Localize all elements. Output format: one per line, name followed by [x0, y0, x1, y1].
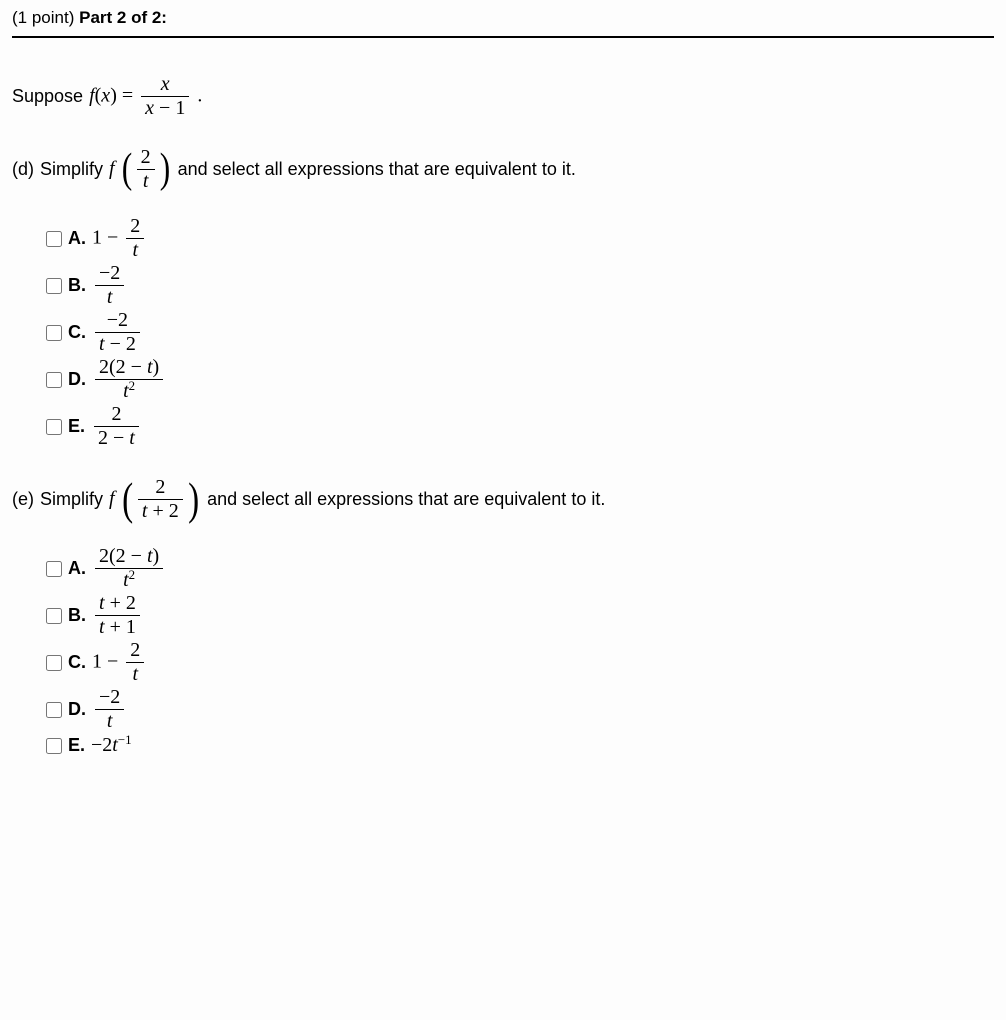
qe-simplify: Simplify	[40, 489, 103, 510]
qe-option-d: D. −2 t	[42, 687, 994, 732]
qd-checkbox-b[interactable]	[46, 278, 62, 294]
qe-label: (e)	[12, 489, 34, 510]
question-d-prompt: (d) Simplify f ( 2 t ) and select all ex…	[12, 147, 994, 192]
part-label: Part 2 of 2:	[79, 8, 167, 27]
qd-simplify: Simplify	[40, 159, 103, 180]
qe-option-c-expr: 1 − 2 t	[92, 640, 147, 685]
qd-expr: f ( 2 t )	[109, 147, 172, 192]
problem-header: (1 point) Part 2 of 2:	[12, 8, 994, 38]
qd-option-d-label: D.	[68, 369, 86, 390]
qd-option-b: B. −2 t	[42, 263, 994, 308]
qe-checkbox-b[interactable]	[46, 608, 62, 624]
qe-checkbox-a[interactable]	[46, 561, 62, 577]
qe-option-e: E. −2t−1	[42, 734, 994, 757]
question-e: (e) Simplify f ( 2 t + 2 ) and select al…	[12, 477, 994, 757]
qd-option-b-label: B.	[68, 275, 86, 296]
qd-option-c-label: C.	[68, 322, 86, 343]
qe-option-c: C. 1 − 2 t	[42, 640, 994, 685]
points-label: (1 point)	[12, 8, 74, 27]
qd-checkbox-c[interactable]	[46, 325, 62, 341]
qe-option-d-expr: −2 t	[92, 687, 127, 732]
qe-checkbox-d[interactable]	[46, 702, 62, 718]
qd-checkbox-d[interactable]	[46, 372, 62, 388]
qd-options: A. 1 − 2 t B. −2 t	[42, 216, 994, 449]
qe-expr: f ( 2 t + 2 )	[109, 477, 201, 522]
qd-option-e: E. 2 2 − t	[42, 404, 994, 449]
qe-option-b: B. t + 2 t + 1	[42, 593, 994, 638]
qd-option-c-expr: −2 t − 2	[92, 310, 143, 355]
qd-option-e-expr: 2 2 − t	[91, 404, 142, 449]
qe-option-e-label: E.	[68, 735, 85, 756]
qe-option-e-expr: −2t−1	[91, 734, 132, 757]
function-expr: f(x) = x x − 1 .	[89, 74, 202, 119]
qd-option-a: A. 1 − 2 t	[42, 216, 994, 261]
qd-after: and select all expressions that are equi…	[178, 159, 576, 180]
qe-options: A. 2(2 − t) t2 B.	[42, 546, 994, 757]
qe-after: and select all expressions that are equi…	[207, 489, 605, 510]
qd-option-d-expr: 2(2 − t) t2	[92, 357, 166, 402]
qe-option-b-label: B.	[68, 605, 86, 626]
question-d: (d) Simplify f ( 2 t ) and select all ex…	[12, 147, 994, 449]
qe-option-a-label: A.	[68, 558, 86, 579]
qe-checkbox-c[interactable]	[46, 655, 62, 671]
qd-option-a-expr: 1 − 2 t	[92, 216, 147, 261]
qe-checkbox-e[interactable]	[46, 738, 62, 754]
qd-checkbox-a[interactable]	[46, 231, 62, 247]
qd-option-d: D. 2(2 − t) t2	[42, 357, 994, 402]
qd-option-c: C. −2 t − 2	[42, 310, 994, 355]
qe-option-d-label: D.	[68, 699, 86, 720]
suppose-text: Suppose	[12, 86, 83, 107]
qd-option-a-label: A.	[68, 228, 86, 249]
qd-checkbox-e[interactable]	[46, 419, 62, 435]
qe-option-b-expr: t + 2 t + 1	[92, 593, 143, 638]
qe-option-a-expr: 2(2 − t) t2	[92, 546, 166, 591]
problem-page: (1 point) Part 2 of 2: Suppose f(x) = x …	[0, 0, 1006, 825]
qd-option-e-label: E.	[68, 416, 85, 437]
fx-fraction: x x − 1	[141, 74, 189, 119]
qd-label: (d)	[12, 159, 34, 180]
qd-option-b-expr: −2 t	[92, 263, 127, 308]
function-definition: Suppose f(x) = x x − 1 .	[12, 74, 994, 119]
question-e-prompt: (e) Simplify f ( 2 t + 2 ) and select al…	[12, 477, 994, 522]
qe-option-c-label: C.	[68, 652, 86, 673]
qe-option-a: A. 2(2 − t) t2	[42, 546, 994, 591]
